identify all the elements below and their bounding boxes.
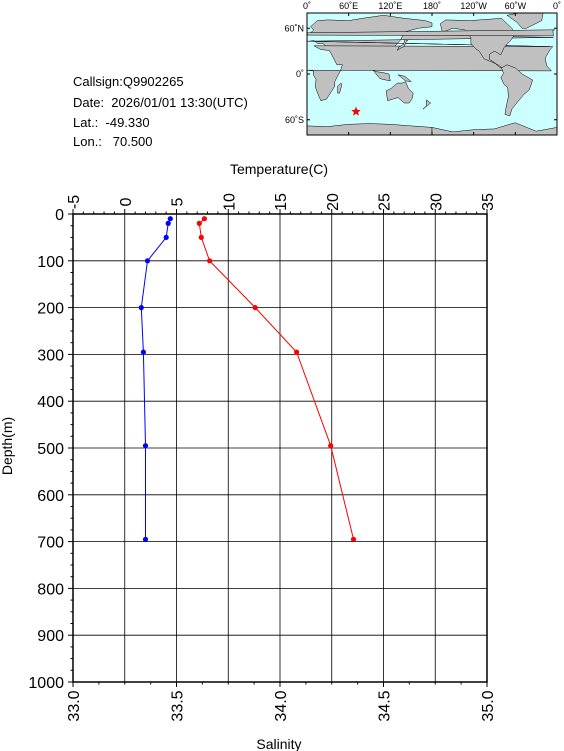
land-japan bbox=[396, 39, 409, 52]
land-madagascar bbox=[337, 82, 342, 94]
map-top-labels: 0˚ 60˚E 120˚E 180˚ 120˚W 60˚W 0˚ bbox=[303, 1, 561, 11]
depth-tick-label: 900 bbox=[37, 628, 64, 645]
temperature-point bbox=[201, 216, 207, 222]
map-lat-label: 60˚N bbox=[284, 23, 304, 33]
temperature-tick-label: 15 bbox=[273, 193, 290, 211]
salinity-point bbox=[140, 349, 146, 355]
map-land bbox=[306, 12, 558, 136]
salinity-tick-label: 33.0 bbox=[66, 690, 83, 721]
location-map: 0˚ 60˚E 120˚E 180˚ 120˚W 60˚W 0˚ 60˚N 0˚ 60˚S bbox=[284, 1, 561, 136]
depth-tick-label: 400 bbox=[37, 394, 64, 411]
land-uk bbox=[306, 29, 555, 37]
temperature-tick-label: 25 bbox=[377, 193, 394, 211]
land-africa bbox=[306, 45, 554, 101]
temperature-point bbox=[294, 349, 300, 355]
temperature-tick-label: 10 bbox=[221, 193, 238, 211]
temperature-line bbox=[198, 218, 354, 540]
chart-series bbox=[138, 216, 357, 542]
salinity-point bbox=[163, 234, 169, 240]
temperature-point bbox=[196, 220, 202, 226]
map-lon-label: 120˚E bbox=[378, 1, 402, 11]
depth-tick-label: 0 bbox=[55, 207, 64, 224]
depth-tick-label: 500 bbox=[37, 441, 64, 458]
salinity-axis: 33.0 33.5 34.0 34.5 35.0 bbox=[66, 682, 497, 722]
temperature-tick-label: 30 bbox=[428, 193, 445, 211]
map-lon-label: 120˚W bbox=[460, 1, 487, 11]
temperature-tick-label: 20 bbox=[325, 193, 342, 211]
temperature-axis: -5 0 5 10 15 20 25 30 35 bbox=[66, 193, 497, 214]
map-lat-label: 60˚S bbox=[285, 115, 304, 125]
depth-tick-label: 300 bbox=[37, 347, 64, 364]
salinity-point bbox=[167, 216, 173, 222]
station-star-icon bbox=[351, 106, 361, 116]
temperature-point bbox=[198, 234, 204, 240]
salinity-tick-label: 35.0 bbox=[480, 690, 497, 721]
temperature-tick-label: 0 bbox=[118, 197, 135, 206]
plot-frame bbox=[72, 213, 488, 683]
temperature-tick-label: 35 bbox=[480, 193, 497, 211]
land-sa bbox=[500, 64, 534, 117]
salinity-tick-label: 34.0 bbox=[273, 690, 290, 721]
temperature-series bbox=[196, 216, 357, 542]
station-marker bbox=[351, 106, 361, 116]
salinity-point bbox=[138, 305, 144, 311]
land-new-guinea bbox=[397, 74, 413, 82]
salinity-point bbox=[165, 220, 171, 226]
depth-tick-label: 700 bbox=[37, 535, 64, 552]
depth-tick-label: 1000 bbox=[28, 675, 64, 692]
salinity-tick-label: 33.5 bbox=[170, 690, 187, 721]
chart-grid bbox=[72, 213, 488, 683]
salinity-series bbox=[138, 216, 173, 542]
longitude-text: Lon.: 70.500 bbox=[73, 134, 153, 149]
temperature-tick-label: 5 bbox=[170, 197, 187, 206]
salinity-line bbox=[140, 218, 171, 540]
map-ticks bbox=[306, 13, 558, 135]
land-indonesia bbox=[372, 69, 391, 82]
land-australia bbox=[385, 81, 414, 104]
temperature-axis-label: Temperature(C) bbox=[230, 161, 328, 177]
salinity-point bbox=[142, 536, 149, 542]
depth-axis-label: Depth(m) bbox=[0, 417, 15, 475]
map-lon-label: 60˚W bbox=[505, 1, 527, 11]
depth-tick-label: 600 bbox=[37, 488, 64, 505]
depth-tick-label: 200 bbox=[37, 301, 64, 318]
depth-axis: 0 100 200 300 400 500 600 700 800 900 1000 bbox=[28, 207, 73, 692]
land-new-zealand bbox=[422, 99, 432, 110]
salinity-point bbox=[144, 258, 151, 264]
map-lon-label: 60˚E bbox=[339, 1, 358, 11]
temperature-point bbox=[252, 305, 258, 311]
depth-tick-label: 800 bbox=[37, 581, 64, 598]
depth-tick-label: 100 bbox=[37, 254, 64, 271]
temperature-tick-label: -5 bbox=[66, 195, 83, 209]
temperature-point bbox=[328, 443, 334, 449]
temperature-point bbox=[207, 258, 213, 264]
latitude-text: Lat.: -49.330 bbox=[73, 115, 150, 130]
salinity-point bbox=[142, 443, 149, 449]
map-left-labels: 60˚N 0˚ 60˚S bbox=[284, 23, 304, 125]
date-text: Date: 2026/01/01 13:30(UTC) bbox=[73, 95, 248, 110]
map-lon-label: 0˚ bbox=[303, 1, 311, 11]
salinity-axis-label: Salinity bbox=[256, 736, 301, 751]
map-lon-label: 0˚ bbox=[553, 1, 561, 11]
salinity-tick-label: 34.5 bbox=[377, 690, 394, 721]
map-lon-label: 180˚ bbox=[423, 1, 441, 11]
callsign-text: Callsign:Q9902265 bbox=[73, 74, 184, 89]
temperature-point bbox=[350, 536, 357, 542]
map-lat-label: 0˚ bbox=[296, 69, 304, 79]
